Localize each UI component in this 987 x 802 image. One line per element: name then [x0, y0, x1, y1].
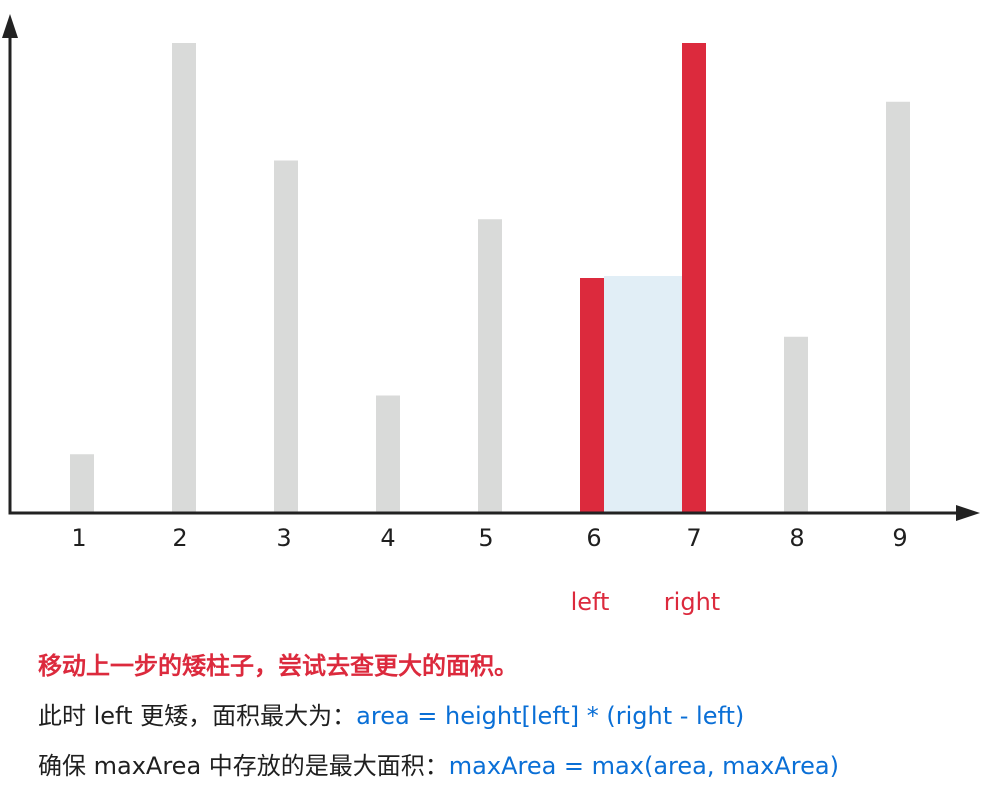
note-line-2: 此时 left 更矮，面积最大为：area = height[left] * (… [38, 696, 978, 746]
pointer-label-left: left [571, 588, 610, 616]
bars-layer [70, 43, 910, 513]
tick-label-5: 5 [478, 524, 493, 552]
tick-label-3: 3 [276, 524, 291, 552]
area-region [604, 276, 682, 513]
pointer-labels-layer: left right [571, 588, 721, 616]
tick-label-6: 6 [586, 524, 601, 552]
bar-5 [478, 219, 502, 513]
tick-label-1: 1 [71, 524, 86, 552]
y-axis-arrow-icon [2, 14, 18, 38]
tick-label-4: 4 [380, 524, 395, 552]
tick-labels-layer: 1 2 3 4 5 6 7 8 9 [71, 524, 907, 552]
bar-chart: 1 2 3 4 5 6 7 8 9 left right [2, 14, 980, 616]
area-region-layer [604, 276, 682, 513]
tick-label-2: 2 [172, 524, 187, 552]
tick-label-8: 8 [789, 524, 804, 552]
bar-2 [172, 43, 196, 513]
bar-highlighted-7 [682, 43, 706, 513]
axes-layer [2, 14, 980, 521]
note-line-2-text: 此时 left 更矮，面积最大为： [38, 702, 357, 730]
tick-label-9: 9 [892, 524, 907, 552]
bar-1 [70, 454, 94, 513]
bar-8 [784, 336, 808, 513]
note-line-3: 确保 maxArea 中存放的是最大面积：maxArea = max(area,… [38, 746, 978, 796]
note-line-1: 移动上一步的矮柱子，尝试去查更大的面积。 [38, 652, 518, 680]
tick-label-7: 7 [686, 524, 701, 552]
bar-4 [376, 395, 400, 513]
area-formula: area = height[left] * (right - left) [356, 702, 745, 730]
x-axis-arrow-icon [956, 505, 980, 521]
pointer-label-right: right [664, 588, 720, 616]
explanation-notes: 移动上一步的矮柱子，尝试去查更大的面积。 此时 left 更矮，面积最大为：ar… [38, 646, 978, 796]
bar-9 [886, 101, 910, 513]
note-line-3-text: 确保 maxArea 中存放的是最大面积： [38, 752, 449, 780]
bar-highlighted-6 [580, 278, 604, 513]
max-area-formula: maxArea = max(area, maxArea) [448, 752, 839, 780]
bar-3 [274, 160, 298, 513]
